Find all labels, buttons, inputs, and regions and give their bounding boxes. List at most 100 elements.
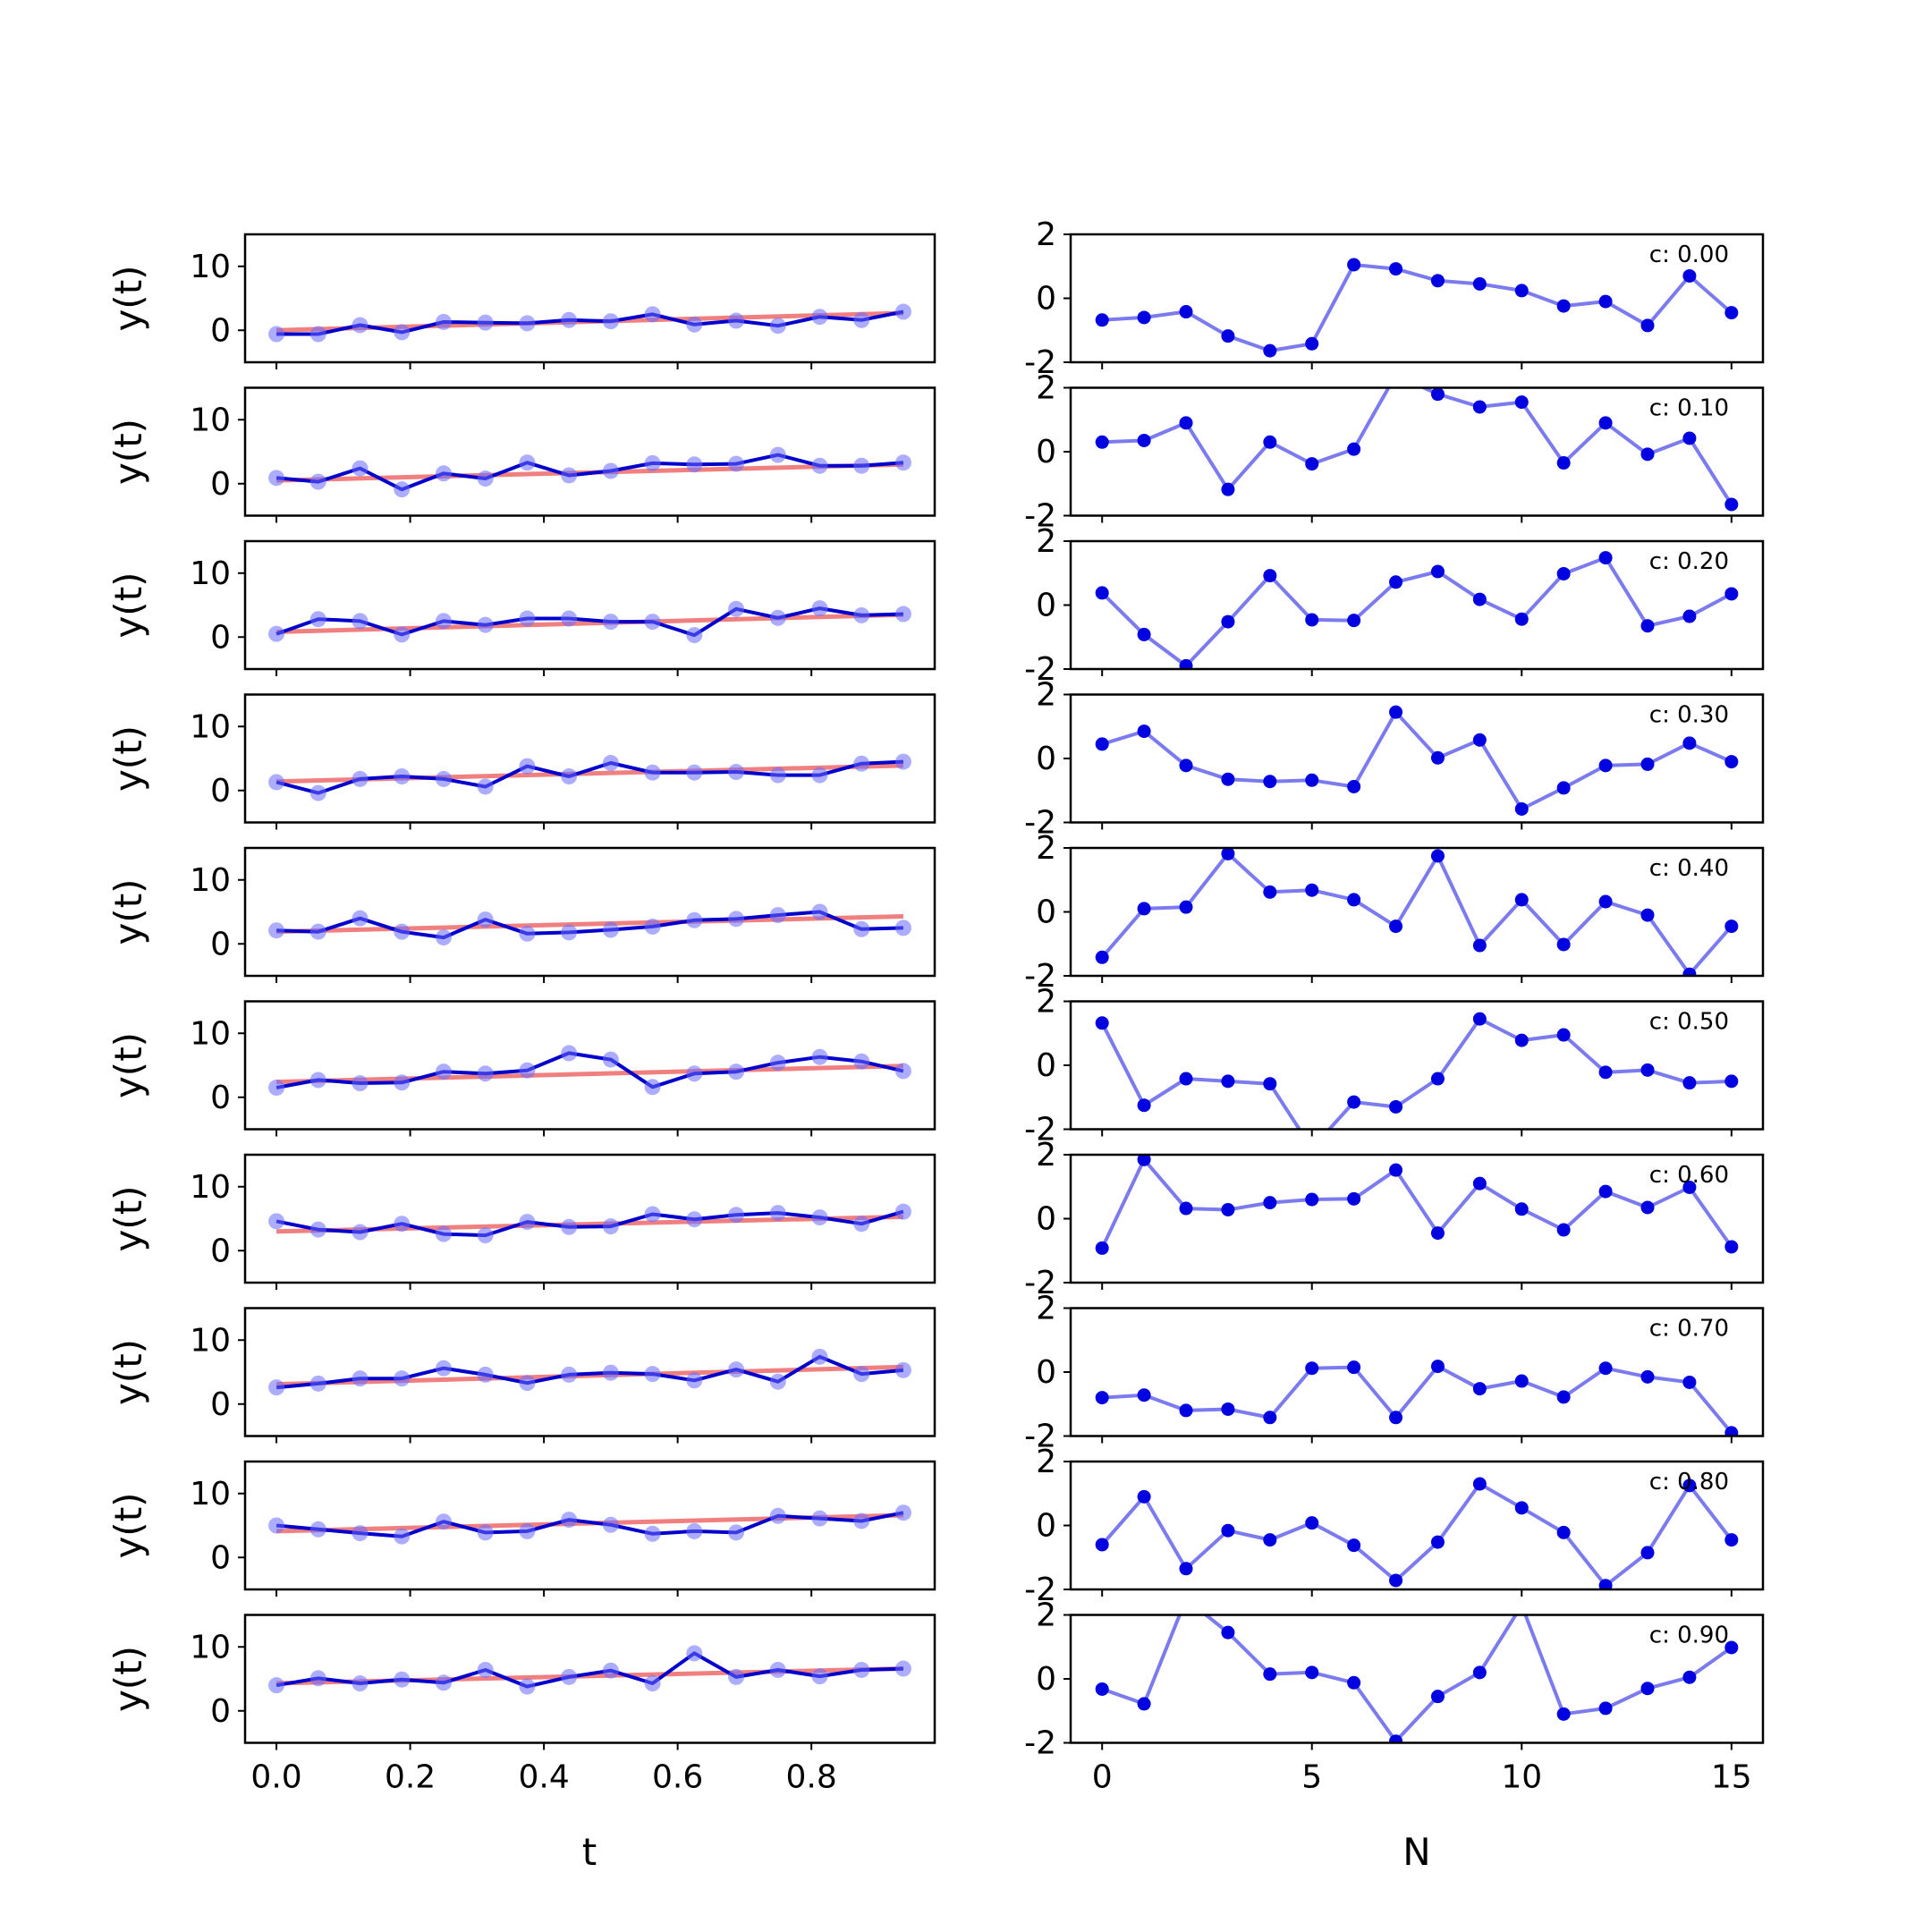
annotation-label: c: 0.00 [1649,242,1729,268]
data-point [561,1045,578,1062]
series-line [1100,555,1733,668]
left-plot-area [268,600,911,644]
data-point [602,1662,619,1679]
data-point [1598,551,1613,565]
data-point [1682,1180,1697,1194]
y-tick-label: 0 [210,1693,231,1730]
data-point [602,313,619,330]
data-point [1724,755,1739,769]
data-point [1724,1640,1739,1655]
data-point [1598,1065,1613,1080]
data-point [1724,497,1739,512]
data-point [1598,894,1613,909]
data-point [1347,1095,1361,1109]
data-point [811,457,828,474]
data-point [519,1062,536,1079]
y-tick-label: 0 [1036,1661,1056,1698]
left-column-subplots: y(t) 0 10 y(t) 0 10 y(t) 0 10 y(t) 0 10 y(t) 0 10 y(t) 0… [106,233,936,1796]
data-point [1598,758,1613,773]
data-point [1640,1063,1655,1077]
data-point [268,1379,285,1396]
series-line [1100,1157,1733,1250]
data-point [1095,1016,1109,1030]
data-point [894,1203,911,1220]
data-point [1514,612,1529,626]
left-y-axis-label: y(t) [106,1339,150,1405]
data-point [1389,1734,1403,1743]
data-point [1221,772,1235,786]
data-point [561,467,578,484]
data-point [686,456,703,473]
data-point [769,1507,786,1524]
data-point [769,1055,786,1072]
data-point [561,924,578,941]
data-point [853,1053,870,1070]
data-point [894,1361,911,1378]
data-point [686,1211,703,1228]
right-subplot-1: -2 0 2 c: 0.10 [1024,370,1765,535]
axes-frame [1069,1000,1765,1131]
data-point [853,606,870,623]
data-point [477,1366,494,1383]
data-point [309,1072,326,1089]
data-point [1430,1226,1445,1241]
data-point [728,600,745,617]
left-y-axis-label: y(t) [106,1185,150,1251]
x-tick-label: 10 [1501,1759,1542,1796]
data-point [1640,619,1655,633]
left-subplot-0: y(t) 0 10 [106,233,936,369]
y-tick-label: 2 [1036,1137,1056,1174]
data-point [561,311,578,328]
data-point [477,1227,494,1244]
left-y-axis-label: y(t) [106,1032,150,1098]
annotation-label: c: 0.60 [1649,1162,1729,1189]
data-point [1556,1390,1571,1404]
data-point [519,925,536,942]
data-point [1095,586,1109,600]
data-point [394,923,411,940]
axes-frame [1069,1307,1765,1437]
data-point [1305,1516,1319,1530]
y-tick-label: 10 [190,1015,231,1052]
data-point [477,911,494,928]
data-point [477,778,494,795]
data-point [686,1372,703,1389]
axes-frame [243,539,936,671]
data-point [769,1373,786,1390]
data-point [1389,1411,1403,1425]
right-subplot-7: -2 0 2 c: 0.70 [1024,1291,1765,1455]
data-point [309,784,326,801]
data-point [1221,1074,1235,1089]
data-point [268,326,285,343]
data-point [1305,883,1319,897]
data-point [1221,482,1235,496]
data-point [1472,1665,1487,1680]
data-point [1430,564,1445,579]
right-subplot-0: -2 0 2 c: 0.00 [1024,216,1765,381]
data-point [477,1661,494,1678]
data-point [602,921,619,938]
y-tick-label: 0 [210,1080,231,1116]
data-point [602,1218,619,1235]
data-point [309,1670,326,1687]
data-point [1472,733,1487,747]
data-point [435,613,452,630]
data-point [1347,1538,1361,1553]
data-point [1180,1592,1193,1606]
data-point [268,1213,285,1230]
data-point [1514,1374,1529,1388]
y-tick-label: 10 [190,402,231,438]
data-point [435,1674,452,1691]
y-tick-label: 10 [190,1322,231,1359]
data-point [1556,566,1571,580]
data-point [352,1675,369,1692]
noisy-series-line [275,453,904,492]
data-point [811,1668,828,1685]
right-subplot-8: -2 0 2 c: 0.80 [1024,1444,1765,1608]
series-line [1100,852,1733,976]
data-point [1598,1184,1613,1199]
data-point [352,613,369,630]
left-plot-area [268,446,911,498]
data-point [1514,284,1529,298]
left-subplot-4: y(t) 0 10 [106,846,936,983]
